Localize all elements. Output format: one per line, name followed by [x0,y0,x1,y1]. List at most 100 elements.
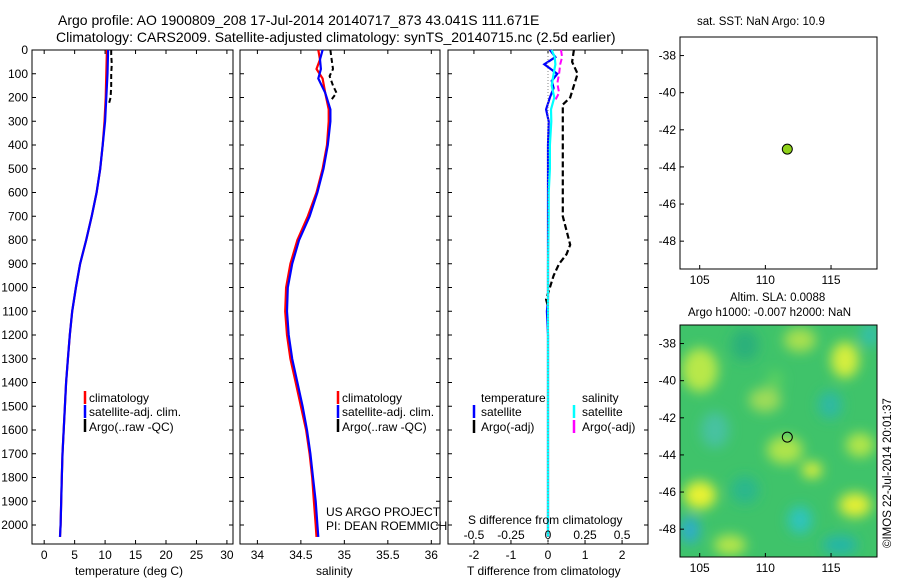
g-sla-xtick-label: 115 [821,561,840,575]
g-temp-series-2 [107,50,113,105]
g-sla-ytick-label: -40 [659,374,677,388]
g-temp-series-0 [58,49,108,537]
g-temp-ytick-label: 1000 [1,281,28,295]
g-temp-ytick-label: 1400 [1,376,28,390]
difference-legend-t-argo: Argo(-adj) [481,420,534,434]
g-sla-argo-marker [781,431,793,443]
difference-legend: temperature salinity satellite Argo(-adj… [472,391,635,434]
sla-map-frame [679,324,878,558]
difference-legend-s-argo: Argo(-adj) [582,420,635,434]
g-sla-ytick-label: -48 [659,522,677,536]
g-sst-xtick-label: 115 [821,273,840,287]
g-sla-xtick-label: 110 [756,561,775,575]
g-temp-xtick-label: 15 [129,548,143,562]
difference-top-tick-label: 0.25 [573,528,597,542]
g-diff-xtick-label: 1 [582,548,589,562]
sst-map-title: sat. SST: NaN Argo: 10.9 [697,16,825,28]
salinity-legend-satellite: satellite-adj. clim. [342,405,434,419]
g-sal-xtick-label: 35.5 [376,548,400,562]
sst-map-frame [679,36,878,270]
g-temp-ytick-label: 500 [8,162,28,176]
g-temp-ytick-label: 0 [21,43,28,57]
g-temp-ytick-label: 900 [8,257,28,271]
g-temp-ytick-label: 1600 [1,423,28,437]
project-note-2: PI: DEAN ROEMMICH [326,519,447,533]
temperature-legend-satellite: satellite-adj. clim. [89,405,181,419]
sla-map-title-2: Argo h1000: -0.007 h2000: NaN [688,307,851,319]
title-line-2: Climatology: CARS2009. Satellite-adjuste… [56,29,616,45]
g-temp-ytick-label: 300 [8,114,28,128]
g-temp-ytick-label: 1800 [1,471,28,485]
difference-top-tick-label: -0.25 [497,528,525,542]
difference-xlabel: T difference from climatology [467,564,621,578]
title-line-1: Argo profile: AO 1900809_208 17-Jul-2014… [58,12,539,28]
g-temp-xtick-label: 30 [220,548,234,562]
temperature-legend-argo: Argo(..raw -QC) [89,420,174,434]
g-sla-xtick-label: 105 [690,561,710,575]
g-sst-xtick-label: 105 [690,273,710,287]
g-temp-ytick-label: 800 [8,233,28,247]
g-sal-xtick-label: 34 [251,548,265,562]
g-diff-xtick-label: -2 [469,548,480,562]
difference-legend-title-salinity: salinity [582,391,619,405]
salinity-legend: climatology satellite-adj. clim. Argo(..… [336,391,434,434]
salinity-plot-frame [239,49,441,545]
g-temp-ytick-label: 400 [8,138,28,152]
salinity-legend-climatology: climatology [342,391,402,405]
g-sla-ytick-label: -38 [659,337,677,351]
g-temp-xtick-label: 10 [98,548,112,562]
g-sst-ytick-label: -42 [659,123,677,137]
difference-legend-title-temperature: temperature [481,391,546,405]
difference-top-tick-label: 0.5 [614,528,631,542]
g-sal-series-2 [328,49,338,101]
g-temp-ytick-label: 1300 [1,352,28,366]
difference-top-tick-label: 0 [545,528,552,542]
g-temp-xtick-label: 5 [71,548,78,562]
g-sal-xtick-label: 36 [425,548,439,562]
temperature-panel: 0 5 10 15 20 25 300100200300400500600700800900… [1,43,234,578]
project-note-1: US ARGO PROJECT [326,505,441,519]
g-temp-series-1 [58,49,110,537]
sla-heatmap [680,325,877,557]
g-sla-ytick-label: -46 [659,485,677,499]
g-temp-xtick-label: 20 [159,548,173,562]
difference-legend-t-satellite: satellite [481,405,522,419]
g-sal-series-1 [285,49,332,537]
g-sst-ytick-label: -38 [659,49,677,63]
temperature-legend-climatology: climatology [89,391,149,405]
sst-map-panel: sat. SST: NaN Argo: 10.9 105 110 115 -38 -40… [659,16,878,287]
g-sst-ytick-label: -44 [659,160,677,174]
temperature-xlabel: temperature (deg C) [75,564,183,578]
g-temp-ytick-label: 100 [8,67,28,81]
difference-top-tick-label: -0.5 [464,528,485,542]
g-sla-ytick-label: -42 [659,411,677,425]
difference-top-label: S difference from climatology [468,513,623,527]
g-diff-xtick-label: 0 [545,548,552,562]
sla-map-title-1: Altim. SLA: 0.0088 [730,292,825,304]
difference-panel: -2 -1 0 1 2 -0.5 -0.25 0 0.25 0.5 S difference fr… [447,49,649,578]
difference-legend-s-satellite: satellite [582,405,623,419]
g-sst-ytick-label: -40 [659,86,677,100]
g-diff-xtick-label: 2 [619,548,626,562]
g-sal-xtick-label: 35 [338,548,352,562]
temperature-plot-frame [31,49,234,545]
g-sal-xtick-label: 34.5 [289,548,313,562]
g-sal-series-0 [284,49,330,537]
g-temp-ytick-label: 700 [8,209,28,223]
g-temp-ytick-label: 1700 [1,447,28,461]
salinity-panel: 34 34.5 35 35.5 36 salinity climatology sate… [239,49,447,578]
salinity-legend-argo: Argo(..raw -QC) [342,420,427,434]
g-sla-ytick-label: -44 [659,448,677,462]
g-temp-ytick-label: 200 [8,91,28,105]
g-sst-ytick-label: -48 [659,234,677,248]
g-sst-xtick-label: 110 [756,273,775,287]
g-temp-ytick-label: 1100 [2,304,28,318]
salinity-xlabel: salinity [316,564,353,578]
g-sst-ytick-label: -46 [659,197,677,211]
g-temp-xtick-label: 0 [41,548,48,562]
g-temp-ytick-label: 1500 [1,399,28,413]
g-diff-series-2 [546,49,557,537]
g-temp-xtick-label: 25 [190,548,204,562]
g-temp-ytick-label: 1200 [1,328,28,342]
